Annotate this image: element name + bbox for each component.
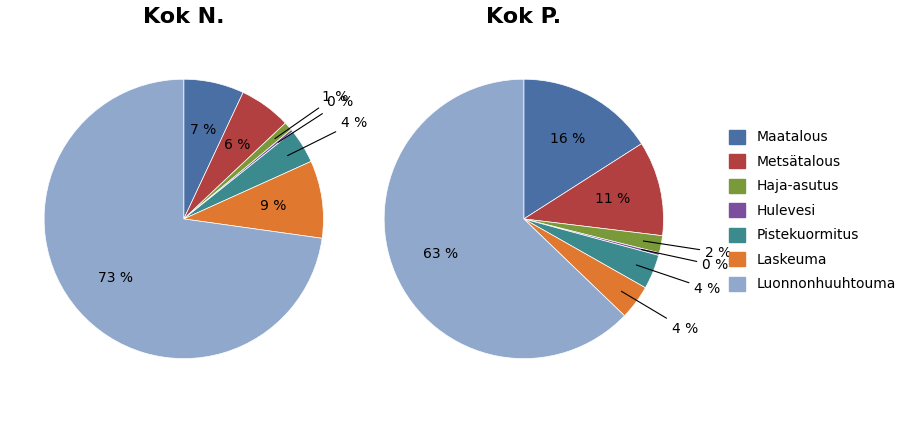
Text: 4 %: 4 %	[636, 265, 720, 296]
Text: 4 %: 4 %	[621, 291, 698, 336]
Wedge shape	[524, 79, 641, 219]
Text: 9 %: 9 %	[260, 199, 287, 213]
Wedge shape	[524, 219, 659, 256]
Wedge shape	[184, 130, 293, 219]
Wedge shape	[524, 144, 664, 236]
Title: Kok N.: Kok N.	[143, 8, 224, 27]
Wedge shape	[524, 219, 645, 316]
Wedge shape	[184, 93, 286, 219]
Text: 11 %: 11 %	[595, 192, 630, 206]
Wedge shape	[184, 79, 244, 219]
Text: 6 %: 6 %	[224, 139, 250, 152]
Text: 63 %: 63 %	[423, 248, 458, 261]
Legend: Maatalous, Metsätalous, Haja-asutus, Hulevesi, Pistekuormitus, Laskeuma, Luonnon: Maatalous, Metsätalous, Haja-asutus, Hul…	[721, 123, 902, 298]
Text: 0 %: 0 %	[641, 250, 729, 272]
Text: 73 %: 73 %	[97, 272, 132, 285]
Wedge shape	[524, 219, 659, 288]
Title: Kok P.: Kok P.	[486, 8, 562, 27]
Wedge shape	[384, 79, 625, 359]
Text: 7 %: 7 %	[190, 123, 217, 137]
Wedge shape	[184, 123, 291, 219]
Wedge shape	[184, 161, 323, 238]
Text: 16 %: 16 %	[550, 132, 585, 146]
Wedge shape	[44, 79, 323, 359]
Text: 2 %: 2 %	[643, 241, 732, 259]
Wedge shape	[184, 132, 312, 219]
Text: 1 %: 1 %	[275, 90, 348, 139]
Text: 4 %: 4 %	[288, 116, 368, 156]
Text: 0 %: 0 %	[278, 95, 353, 142]
Wedge shape	[524, 219, 663, 253]
